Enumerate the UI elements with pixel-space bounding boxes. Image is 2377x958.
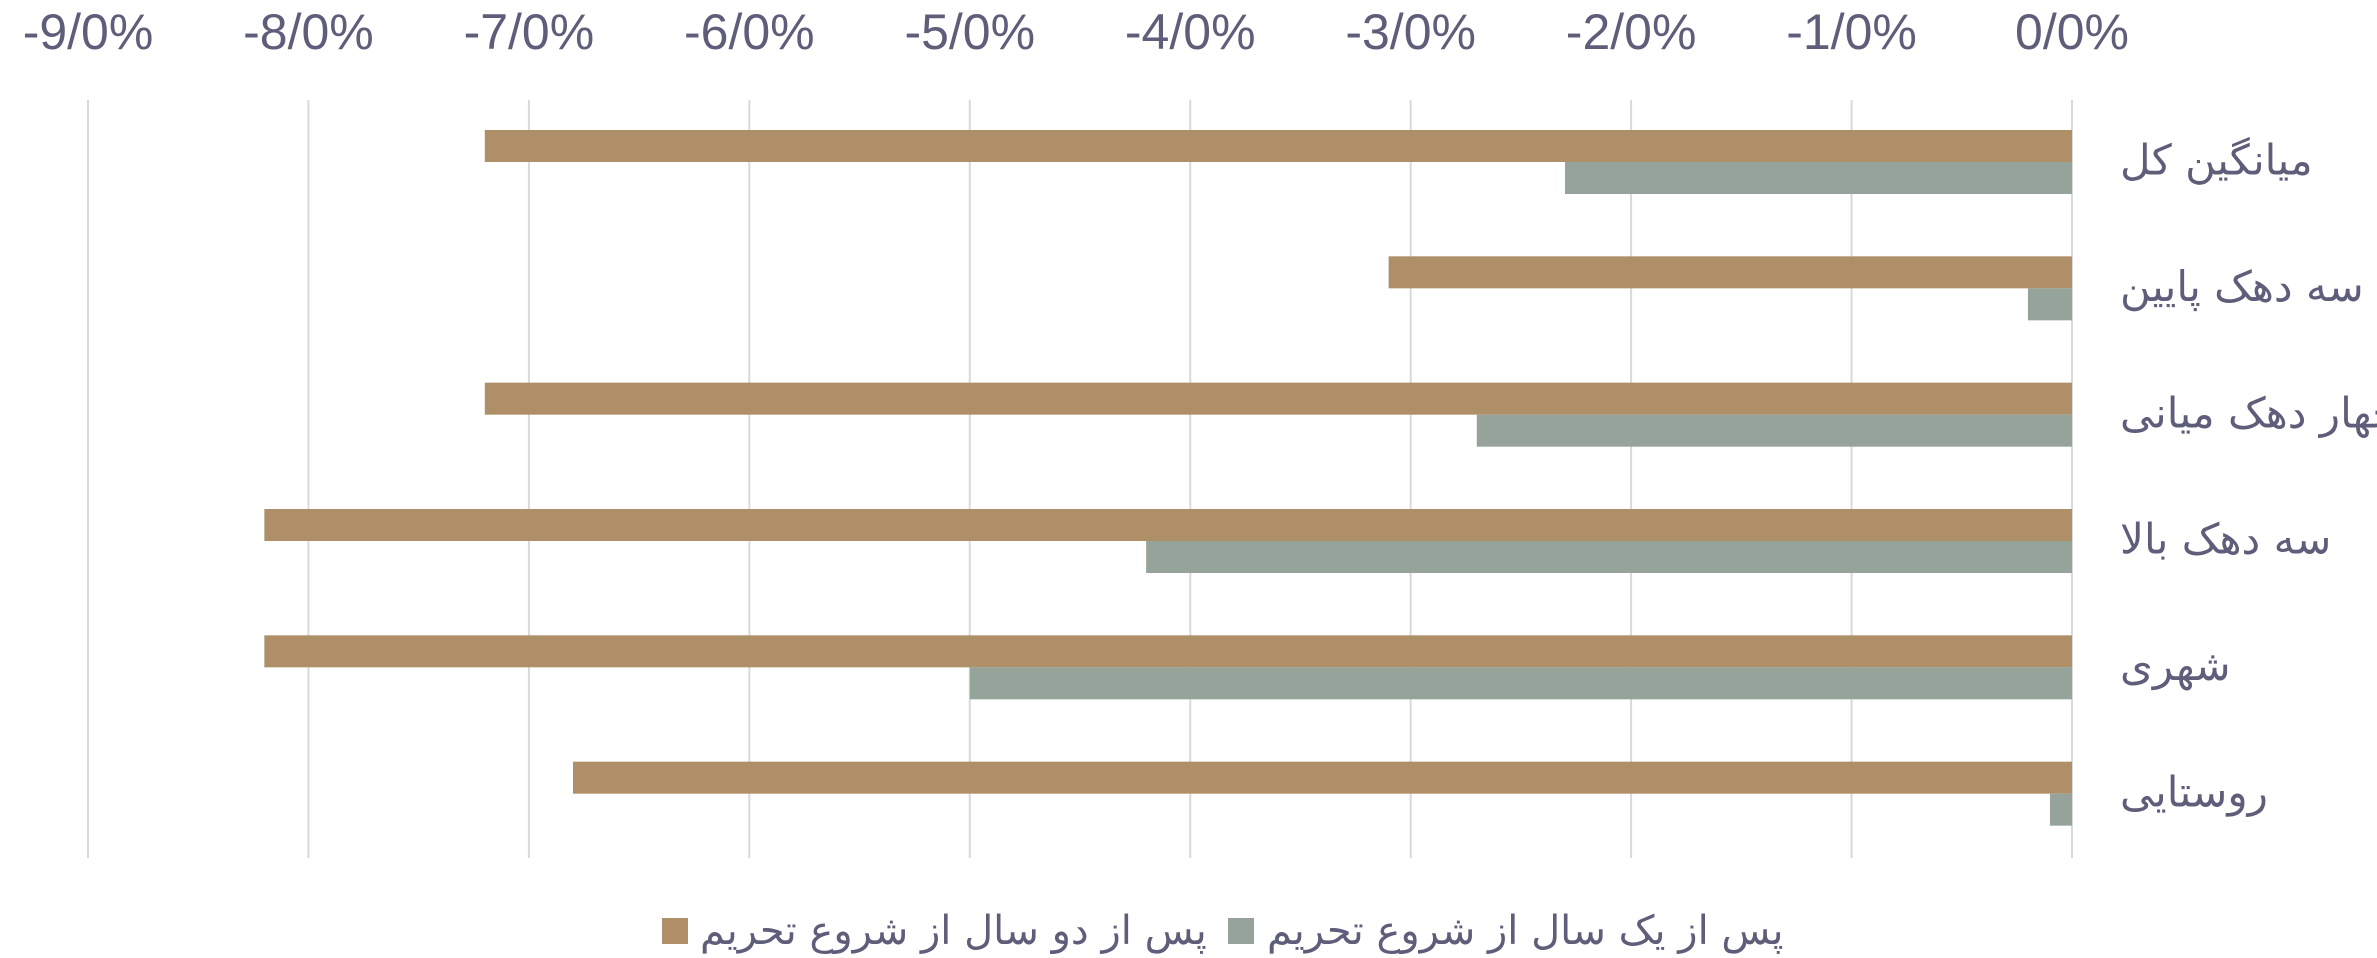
- bar: [484, 130, 2072, 162]
- bar: [484, 382, 2072, 415]
- bar: [1146, 541, 2072, 573]
- bar: [2027, 288, 2072, 321]
- x-tick-label: -9/0%: [23, 4, 154, 60]
- bar: [264, 635, 2072, 668]
- category-label: سه دهک بالا: [2120, 515, 2331, 564]
- bar: [969, 667, 2072, 700]
- legend-swatch: [662, 918, 688, 944]
- legend-swatch: [1228, 918, 1254, 944]
- x-tick-label: -4/0%: [1125, 4, 1256, 60]
- bar: [1564, 162, 2072, 194]
- bar: [1388, 256, 2072, 289]
- x-tick-label: 0/0%: [2015, 4, 2129, 60]
- bar: [2049, 793, 2072, 826]
- x-tick-label: -8/0%: [243, 4, 374, 60]
- category-label: چهار دهک میانی: [2120, 388, 2377, 438]
- category-label: شهری: [2120, 641, 2231, 691]
- x-tick-label: -6/0%: [684, 4, 815, 60]
- x-tick-label: -2/0%: [1566, 4, 1697, 60]
- legend-label: پس از دو سال از شروع تحریم: [700, 908, 1207, 954]
- x-tick-label: -5/0%: [904, 4, 1035, 60]
- category-label: روستایی: [2120, 767, 2268, 816]
- bar: [1476, 414, 2072, 447]
- category-label: سه دهک پایین: [2120, 262, 2364, 312]
- bar: [572, 761, 2072, 794]
- x-tick-label: -1/0%: [1786, 4, 1917, 60]
- bar: [264, 509, 2072, 541]
- legend-label: پس از یک سال از شروع تحریم: [1267, 908, 1784, 954]
- x-tick-label: -7/0%: [464, 4, 595, 60]
- category-label: میانگین کل: [2120, 136, 2313, 185]
- x-tick-label: -3/0%: [1345, 4, 1476, 60]
